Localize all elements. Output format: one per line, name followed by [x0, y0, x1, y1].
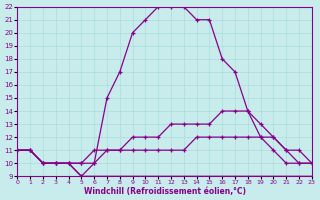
X-axis label: Windchill (Refroidissement éolien,°C): Windchill (Refroidissement éolien,°C)	[84, 187, 245, 196]
